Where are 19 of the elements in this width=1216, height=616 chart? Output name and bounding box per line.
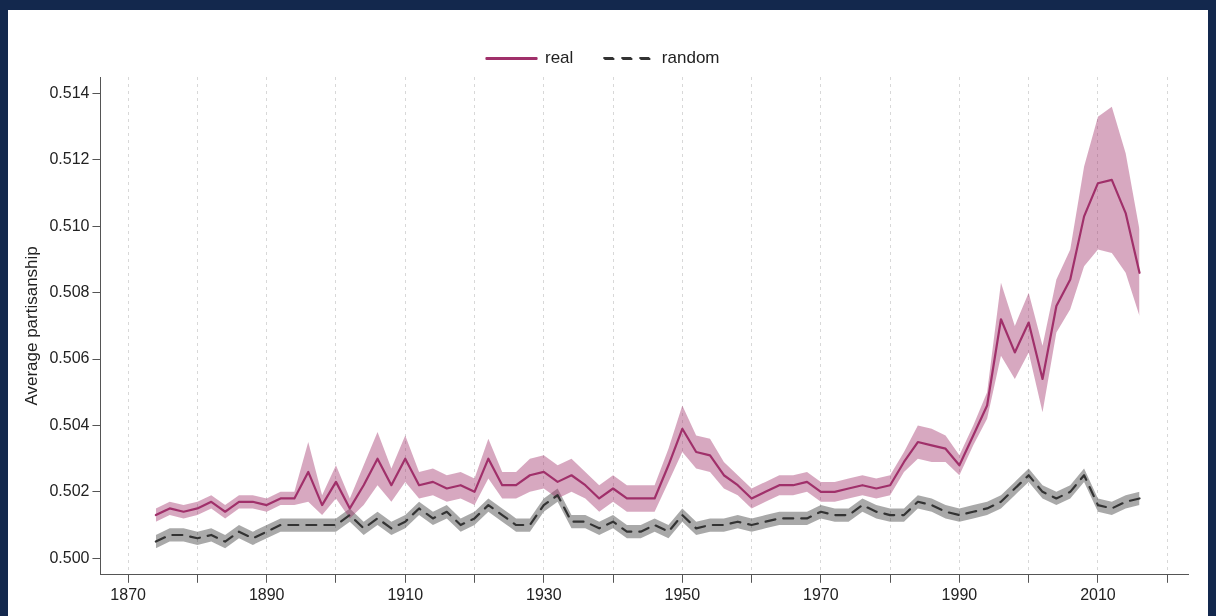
legend-label: random [661,48,720,68]
legend-label: real [545,48,574,68]
x-tick-label: 2010 [1080,585,1116,603]
y-axis-title: Average partisanship [21,246,41,406]
y-tick-label: 0.500 [49,548,90,566]
y-tick-label: 0.502 [49,482,90,500]
y-tick-label: 0.510 [49,216,90,234]
x-tick-label: 1890 [248,585,285,603]
x-tick-label: 1930 [525,585,562,603]
x-tick-label: 1910 [387,585,424,603]
y-tick-label: 0.512 [49,150,90,168]
y-tick-label: 0.504 [49,415,90,433]
x-tick-label: 1870 [110,585,147,603]
y-tick-label: 0.508 [49,283,90,301]
x-tick-label: 1990 [941,585,978,603]
x-tick-label: 1950 [664,585,701,603]
x-tick-label: 1970 [803,585,839,603]
y-tick-label: 0.514 [49,84,90,101]
y-tick-label: 0.506 [49,349,90,367]
